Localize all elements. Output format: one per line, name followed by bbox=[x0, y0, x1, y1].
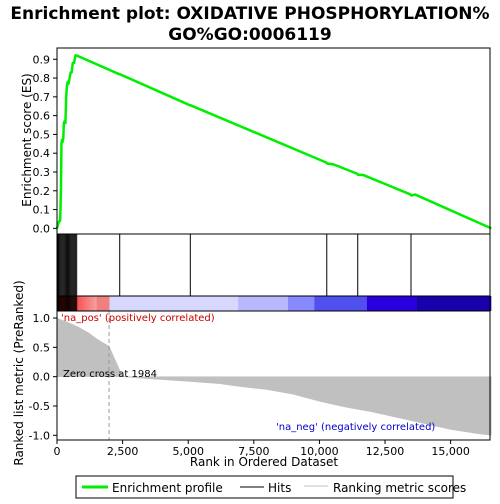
es-y-tick-label: 0.4 bbox=[33, 147, 51, 160]
metric-y-tick-label: -1.0 bbox=[29, 429, 50, 442]
legend-label-enrichment-profile: Enrichment profile bbox=[112, 481, 223, 495]
es-y-tick-label: 0.7 bbox=[33, 91, 51, 104]
es-y-tick-label: 0.5 bbox=[33, 128, 51, 141]
x-tick-label: 0 bbox=[54, 445, 61, 458]
y-axis-label-es: Enrichment score (ES) bbox=[20, 73, 34, 206]
zero-cross-label: Zero cross at 1984 bbox=[63, 369, 157, 380]
es-y-tick-label: 0.2 bbox=[33, 185, 51, 198]
colorbar-segment bbox=[288, 296, 314, 311]
x-tick-label: 12,500 bbox=[366, 445, 405, 458]
legend: Enrichment profile Hits Ranking metric s… bbox=[76, 476, 466, 498]
es-y-tick-label: 0.1 bbox=[33, 204, 51, 217]
chart-title-line-1: Enrichment plot: OXIDATIVE PHOSPHORYLATI… bbox=[10, 4, 489, 24]
legend-label-ranking-metric: Ranking metric scores bbox=[333, 481, 466, 495]
es-y-tick-label: 0.8 bbox=[33, 72, 51, 85]
legend-label-hits: Hits bbox=[268, 481, 291, 495]
es-y-tick-label: 0.0 bbox=[33, 222, 51, 235]
es-y-tick-label: 0.6 bbox=[33, 110, 51, 123]
x-tick-label: 2,500 bbox=[107, 445, 139, 458]
colorbar-segment bbox=[109, 296, 238, 311]
metric-y-tick-label: 0.5 bbox=[33, 341, 51, 354]
colorbar-segment bbox=[96, 296, 109, 311]
es-panel: 0.0 0.1 0.2 0.3 0.4 0.5 0.6 0.7 0.8 0.9 bbox=[33, 48, 492, 235]
y-axis-label-metric: Ranked list metric (PreRanked) bbox=[12, 280, 26, 465]
colorbar-segment bbox=[417, 296, 492, 311]
colorbar-segment bbox=[367, 296, 417, 311]
x-axis-label: Rank in Ordered Dataset bbox=[190, 455, 338, 469]
colorbar-segment bbox=[238, 296, 288, 311]
x-tick-label: 15,000 bbox=[431, 445, 470, 458]
hits-panel bbox=[57, 234, 490, 296]
metric-y-tick-label: 0.0 bbox=[33, 371, 51, 384]
pos-correlated-label: 'na_pos' (positively correlated) bbox=[61, 313, 215, 324]
chart-title-line-2: GO%GO:0006119 bbox=[168, 25, 331, 45]
ranked-colorbar bbox=[57, 296, 491, 311]
colorbar-segment bbox=[314, 296, 366, 311]
hits-frame bbox=[57, 234, 490, 296]
es-y-tick-label: 0.3 bbox=[33, 166, 51, 179]
metric-y-tick-label: 1.0 bbox=[33, 312, 51, 325]
es-y-tick-label: 0.9 bbox=[33, 53, 51, 66]
metric-y-tick-label: -0.5 bbox=[29, 400, 50, 413]
neg-correlated-label: 'na_neg' (negatively correlated) bbox=[276, 422, 435, 433]
